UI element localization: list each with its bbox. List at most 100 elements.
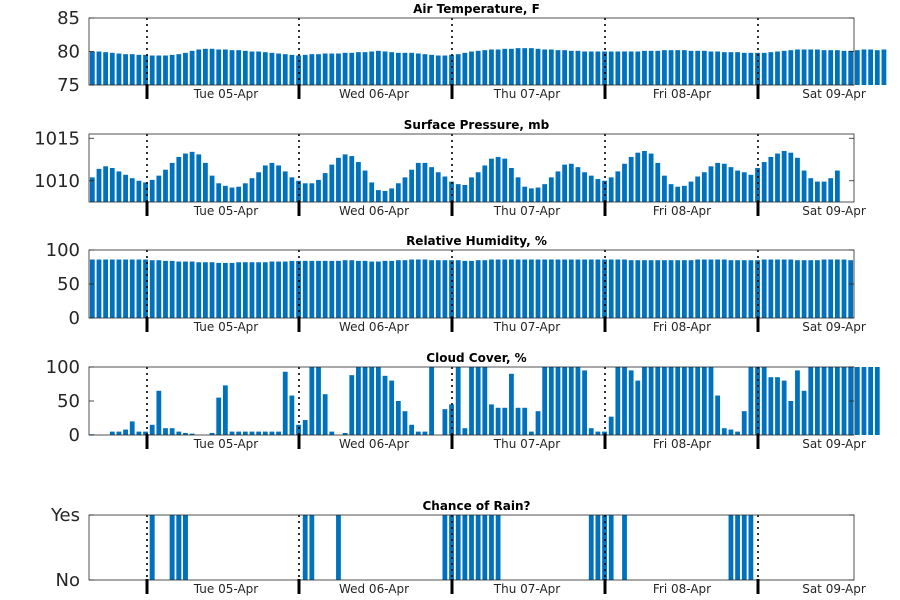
x-tick — [145, 84, 149, 99]
bar — [329, 53, 335, 85]
bar — [854, 367, 860, 435]
bar — [322, 394, 328, 435]
x-tick-label: Sat 09-Apr — [802, 320, 866, 334]
bar — [442, 409, 448, 435]
bar — [289, 260, 295, 318]
bar — [768, 377, 774, 435]
bar — [382, 260, 388, 318]
bar — [748, 174, 754, 202]
bar — [163, 55, 168, 85]
bar — [735, 431, 740, 435]
bar — [302, 515, 308, 580]
bar — [655, 260, 661, 318]
bar — [409, 52, 415, 85]
bar — [715, 51, 721, 85]
bar — [695, 176, 701, 202]
bar — [415, 53, 421, 85]
bar — [169, 54, 175, 85]
bar — [741, 515, 747, 580]
bar — [668, 50, 674, 85]
bar — [402, 177, 408, 202]
bar — [435, 55, 441, 85]
bar — [715, 395, 721, 435]
bar — [622, 163, 627, 202]
bar — [595, 51, 601, 85]
bar — [568, 163, 574, 202]
bar — [555, 367, 561, 435]
bar — [143, 182, 148, 202]
bar — [329, 431, 335, 435]
x-tick-label: Sat 09-Apr — [802, 582, 866, 596]
bar — [449, 515, 454, 580]
bar — [848, 50, 854, 85]
bar — [409, 169, 415, 202]
bar — [834, 50, 840, 85]
bar — [608, 177, 614, 202]
bar — [801, 260, 807, 318]
bar — [209, 432, 215, 435]
bar — [801, 170, 807, 202]
bar — [675, 50, 681, 85]
bar — [395, 183, 401, 202]
bar — [176, 515, 182, 580]
bar — [622, 515, 627, 580]
x-tick-label: Thu 07-Apr — [493, 437, 561, 451]
bar — [715, 259, 721, 318]
bar — [648, 153, 654, 202]
bar — [256, 51, 262, 85]
y-tick-label: 50 — [57, 274, 80, 295]
chart-panel-4: Cloud Cover, % 0 50 100 Tue 05-Apr Wed 06-Apr… — [46, 351, 880, 451]
bar — [149, 260, 155, 318]
bar — [336, 157, 341, 202]
bar — [389, 188, 395, 202]
bar — [515, 259, 521, 318]
bar — [462, 515, 468, 580]
chart-panel-3: Relative Humidity, % 0 50 100 Tue 05-Apr Wed … — [46, 234, 866, 334]
bar — [116, 171, 122, 202]
bar — [821, 367, 827, 435]
bar — [615, 51, 621, 85]
bar — [575, 259, 581, 318]
bar — [542, 184, 548, 202]
bar — [495, 49, 501, 85]
bar — [296, 180, 301, 202]
bar — [362, 260, 368, 318]
bar-series — [89, 259, 854, 318]
bar — [316, 179, 321, 202]
bar — [103, 52, 109, 85]
bar — [442, 55, 448, 85]
bar — [336, 260, 341, 318]
bar — [349, 260, 355, 318]
bar — [575, 50, 581, 85]
x-tick — [603, 434, 607, 449]
bar — [236, 262, 242, 318]
bar — [688, 181, 694, 202]
x-tick — [145, 201, 149, 216]
bar — [123, 259, 128, 318]
bar — [362, 170, 368, 202]
bar — [116, 53, 122, 85]
bar — [329, 260, 335, 318]
bar — [143, 259, 148, 318]
chart-panel-1: Air Temperature, F 75 80 85 Tue 05-Apr Wed 06… — [57, 2, 887, 101]
bar — [256, 172, 262, 202]
bar — [322, 260, 328, 318]
bar — [362, 52, 368, 85]
bar — [109, 52, 115, 85]
bar — [801, 390, 807, 435]
bar — [834, 259, 840, 318]
bar — [701, 50, 707, 85]
bar — [296, 424, 301, 435]
bar — [502, 259, 508, 318]
y-tick-label: 75 — [57, 75, 80, 96]
bar — [522, 259, 528, 318]
bar — [708, 259, 714, 318]
bar — [728, 515, 734, 580]
bar — [475, 50, 481, 85]
bar — [422, 431, 428, 435]
x-tick — [297, 317, 301, 332]
bar — [761, 162, 767, 202]
bar — [642, 151, 647, 202]
bar — [781, 151, 787, 202]
bar — [635, 51, 641, 85]
